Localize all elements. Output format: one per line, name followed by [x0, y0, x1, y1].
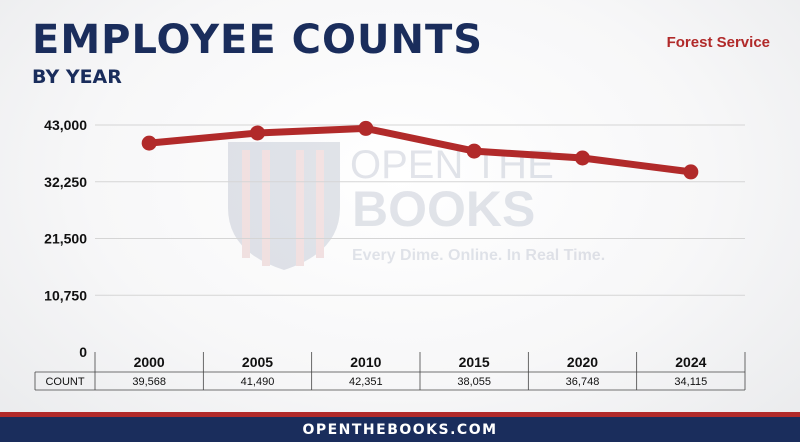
x-tick-label: 2005 — [242, 354, 273, 370]
watermark-logo: OPEN THE BOOKS Every Dime. Online. In Re… — [228, 142, 605, 270]
footer-site: OPENTHEBOOKS.COM — [302, 421, 498, 438]
data-point — [683, 164, 699, 180]
x-tick-label: 2015 — [459, 354, 490, 370]
chart-subtitle: BY YEAR — [32, 66, 122, 88]
y-tick-label: 10,750 — [44, 287, 87, 303]
watermark-line2: BOOKS — [352, 181, 535, 237]
chart-title: EMPLOYEE COUNTS — [32, 17, 484, 63]
y-tick-label: 43,000 — [44, 117, 87, 133]
table-row-label: COUNT — [45, 376, 84, 388]
y-tick-label: 0 — [79, 344, 87, 360]
data-value-label: 41,490 — [241, 376, 275, 388]
x-tick-label: 2010 — [350, 354, 381, 370]
chart-area: OPEN THE BOOKS Every Dime. Online. In Re… — [34, 117, 746, 391]
data-value-label: 42,351 — [349, 376, 383, 388]
y-tick-label: 32,250 — [44, 174, 87, 190]
x-tick-label: 2000 — [134, 354, 165, 370]
footer-bar: OPENTHEBOOKS.COM — [0, 412, 800, 442]
data-point — [466, 143, 482, 159]
watermark-line1: OPEN THE — [350, 143, 554, 187]
series-line — [145, 124, 695, 176]
data-value-label: 39,568 — [132, 376, 166, 388]
data-point — [358, 120, 374, 136]
data-value-label: 34,115 — [674, 376, 707, 388]
x-tick-label: 2020 — [567, 354, 598, 370]
data-point — [141, 135, 157, 151]
data-value-label: 36,748 — [566, 376, 600, 388]
x-tick-label: 2024 — [675, 354, 706, 370]
data-point — [575, 150, 590, 166]
watermark-tagline: Every Dime. Online. In Real Time. — [352, 247, 605, 264]
data-point — [250, 125, 265, 141]
data-value-label: 38,055 — [457, 376, 491, 388]
y-tick-label: 21,500 — [44, 231, 87, 247]
agency-label: Forest Service — [666, 34, 770, 51]
